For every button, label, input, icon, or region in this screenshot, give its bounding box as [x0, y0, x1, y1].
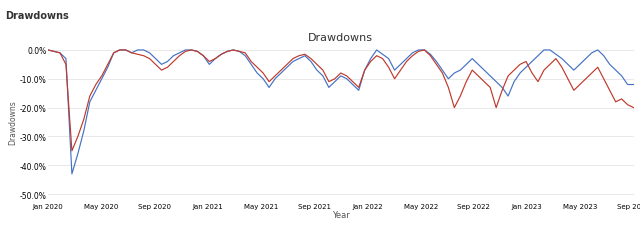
Text: Drawdowns: Drawdowns	[5, 11, 69, 21]
X-axis label: Year: Year	[332, 210, 349, 219]
Y-axis label: Drawdowns: Drawdowns	[8, 100, 17, 145]
Title: Drawdowns: Drawdowns	[308, 33, 373, 43]
